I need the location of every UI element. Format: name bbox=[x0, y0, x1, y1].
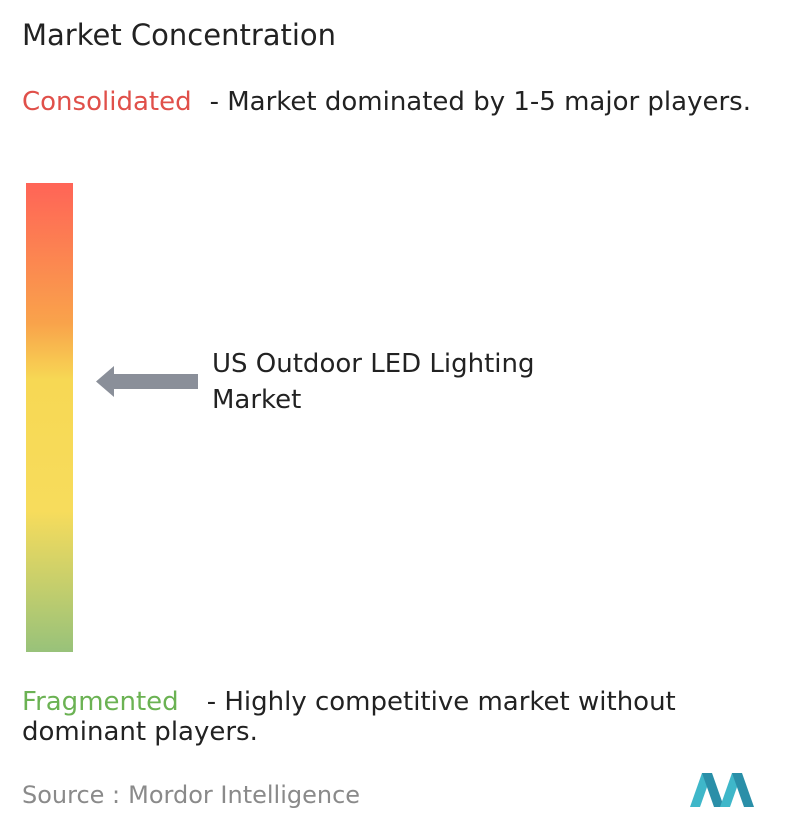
market-label: US Outdoor LED Lighting Market bbox=[212, 349, 535, 415]
consolidated-legend: Consolidated - Market dominated by 1-5 ma… bbox=[22, 87, 792, 117]
concentration-bar bbox=[26, 183, 73, 652]
fragmented-description: - Highly competitive market without domi… bbox=[22, 687, 676, 747]
source: Source : Mordor Intelligence bbox=[22, 781, 360, 809]
title: Market Concentration bbox=[22, 18, 337, 52]
fragmented-legend: Fragmented - Highly competitive market wi… bbox=[22, 687, 792, 747]
consolidated-description: - Market dominated by 1-5 major players. bbox=[209, 87, 751, 117]
fragmented-label: Fragmented bbox=[22, 687, 179, 717]
marker-arrow bbox=[96, 366, 198, 397]
source-name: Mordor Intelligence bbox=[128, 781, 361, 809]
source-label: Source : bbox=[22, 781, 121, 809]
consolidated-label: Consolidated bbox=[22, 87, 192, 117]
logo bbox=[690, 773, 754, 807]
